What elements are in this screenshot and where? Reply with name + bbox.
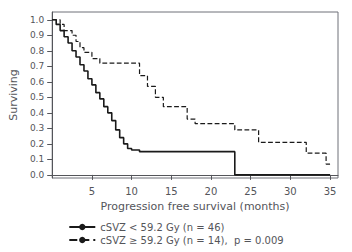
svg-text:0.7: 0.7 [30, 61, 44, 71]
svg-text:0.6: 0.6 [30, 77, 45, 87]
svg-text:0.8: 0.8 [30, 46, 45, 56]
svg-text:15: 15 [165, 186, 178, 197]
svg-text:30: 30 [284, 186, 297, 197]
svg-text:10: 10 [125, 186, 138, 197]
svg-text:0.1: 0.1 [30, 154, 44, 164]
svg-text:25: 25 [244, 186, 257, 197]
svg-text:cSVZ ≥ 59.2 Gy (n = 14), p =: cSVZ ≥ 59.2 Gy (n = 14), p = 0.009 [100, 235, 283, 246]
svg-text:0.2: 0.2 [30, 139, 44, 149]
svg-text:0.3: 0.3 [30, 123, 44, 133]
svg-text:35: 35 [324, 186, 337, 197]
svg-text:0.0: 0.0 [30, 170, 45, 180]
svg-text:Progression free survival (mon: Progression free survival (months) [101, 200, 290, 213]
svg-text:cSVZ < 59.2 Gy (n = 46): cSVZ < 59.2 Gy (n = 46) [100, 222, 224, 233]
svg-text:20: 20 [205, 186, 218, 197]
svg-text:0.5: 0.5 [30, 92, 44, 102]
svg-text:5: 5 [89, 186, 95, 197]
svg-text:Surviving: Surviving [7, 69, 20, 121]
svg-text:0.4: 0.4 [30, 108, 45, 118]
svg-text:0.9: 0.9 [30, 30, 45, 40]
svg-text:1.0: 1.0 [30, 15, 45, 25]
